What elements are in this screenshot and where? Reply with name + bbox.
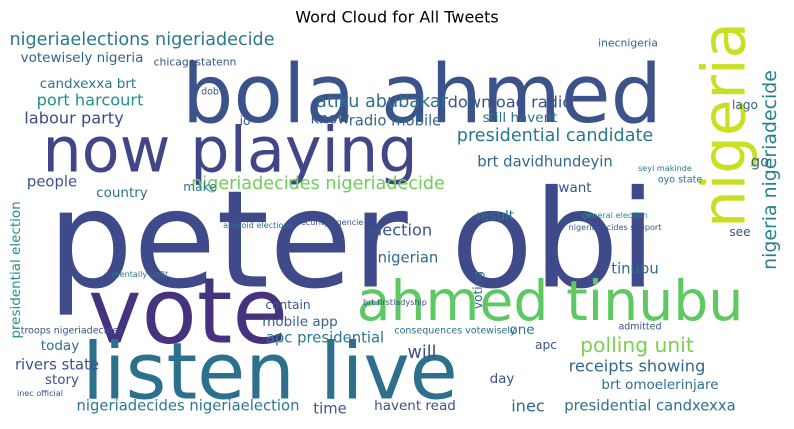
word: candxexxa brt [40, 76, 136, 92]
word: want [558, 180, 591, 196]
word: inecnigeria [598, 37, 658, 50]
word: download radio [448, 93, 573, 112]
word: will [407, 343, 436, 363]
word: still havent [483, 110, 558, 126]
word: result [476, 208, 514, 224]
word: oyo state [658, 175, 702, 186]
word: seyi makinde [638, 163, 692, 173]
word: voting [471, 271, 485, 309]
word: port harcourt [37, 91, 144, 110]
word: labour party [24, 109, 124, 128]
word: nigeriaelections nigeriadecide [9, 30, 274, 50]
word: now playing [42, 114, 417, 187]
word: brt davidhundeyin [477, 154, 613, 171]
word: peter obi [48, 162, 657, 319]
word: io [240, 114, 251, 128]
word: havent read [374, 398, 456, 414]
word: one [509, 322, 534, 338]
word: nigeriadecides support [569, 222, 662, 232]
word: presidential candidate [457, 126, 653, 146]
word: rivers state [15, 357, 99, 374]
word: story [45, 372, 79, 388]
word: inec official [17, 388, 63, 398]
word: country [96, 185, 148, 201]
word: general election [582, 210, 648, 220]
word: people [27, 174, 77, 191]
word: radio mobile [349, 113, 442, 130]
word: make [183, 180, 216, 194]
word: listen live [82, 327, 458, 418]
word: receipts showing [569, 357, 706, 376]
word: votewisely nigeria [21, 50, 144, 66]
chart-title: Word Cloud for All Tweets [295, 8, 499, 27]
word: apc [535, 338, 557, 352]
word: day [490, 371, 515, 387]
word: nigerian [378, 250, 439, 267]
word: lago [732, 98, 758, 112]
word: bola ahmed [182, 48, 662, 142]
word: ahmed tinubu [357, 270, 744, 334]
word: apc presidential [266, 330, 384, 347]
word: inec [511, 397, 545, 416]
word: mentally unfit [112, 269, 169, 279]
word: know [310, 111, 349, 128]
word: atiku abubakar [316, 92, 449, 112]
word: nigeriadecides nigeriaelection [77, 398, 300, 415]
word: nigeria [691, 22, 760, 228]
word: presidential election [8, 201, 24, 338]
word: nigeria nigeriadecide [759, 70, 781, 270]
word: mobile app [262, 314, 338, 330]
word: contain [265, 298, 310, 312]
cloud-area [8, 33, 784, 421]
word: security agencie [297, 217, 364, 227]
word: chicagostatenn [154, 56, 237, 69]
word: dob [201, 87, 219, 98]
word: election [368, 221, 432, 240]
word: nigeriadecides nigeriadecide [191, 174, 445, 194]
word: presidential candxexxa [564, 398, 735, 415]
word: time [313, 401, 346, 418]
word: go [751, 154, 769, 171]
word: troops nigeriadecides [21, 326, 124, 337]
word: tinubu [611, 261, 658, 278]
word: android elections [223, 220, 293, 230]
word: see [729, 225, 750, 239]
word: consequences votewisely [394, 326, 516, 337]
word: brt omoelerinjare [601, 377, 718, 393]
word: brt firstladyship [363, 297, 427, 307]
word: vote [88, 260, 288, 365]
word: today [41, 338, 79, 354]
word: polling unit [580, 333, 694, 357]
word: admitted [618, 322, 661, 333]
